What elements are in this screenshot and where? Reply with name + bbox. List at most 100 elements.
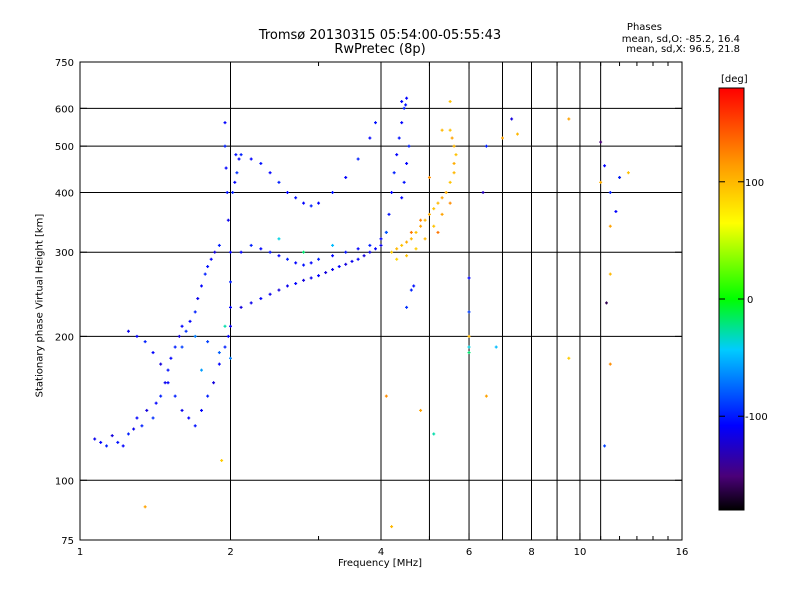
data-point (184, 329, 188, 333)
data-point (390, 250, 394, 254)
data-point (229, 324, 232, 328)
y-tick-label: 750 (55, 58, 74, 69)
data-point (135, 334, 139, 338)
data-point (390, 525, 394, 529)
data-point (603, 444, 607, 448)
data-point (159, 362, 163, 366)
data-point (444, 190, 448, 194)
data-point (249, 157, 253, 161)
data-point (436, 230, 440, 234)
x-tick-label: 1 (77, 547, 83, 558)
data-point (402, 106, 406, 110)
data-point (277, 288, 281, 292)
data-point (448, 100, 452, 104)
data-point (209, 257, 213, 261)
data-point (206, 394, 210, 398)
x-axis-label: Frequency [MHz] (337, 558, 423, 569)
data-point (344, 262, 348, 266)
data-point (450, 136, 454, 140)
data-point (200, 408, 204, 412)
data-point (331, 254, 335, 258)
colorbar-tick-label: 0 (747, 295, 753, 306)
data-point (414, 230, 418, 234)
phase-o-stats: mean, sd,O: -85.2, 16.4 (621, 34, 740, 45)
data-point (203, 272, 207, 276)
colorbar-tick-label: -100 (745, 412, 768, 423)
data-point (604, 301, 608, 305)
data-point (409, 230, 413, 234)
data-point (405, 96, 409, 100)
data-point (234, 153, 238, 157)
data-point (294, 282, 298, 286)
data-point (432, 207, 436, 211)
data-point (405, 240, 409, 244)
data-point (599, 140, 603, 144)
phase-heading: Phases (626, 22, 662, 33)
data-point (285, 257, 289, 261)
y-tick-label: 400 (55, 188, 74, 199)
data-point (467, 276, 471, 280)
data-point (317, 257, 321, 261)
data-point (145, 408, 149, 412)
data-point (448, 128, 452, 132)
data-point (510, 117, 514, 121)
data-point (105, 444, 109, 448)
x-tick-label: 4 (378, 547, 384, 558)
data-point (423, 218, 427, 222)
x-tick-label: 2 (227, 547, 233, 558)
data-point (231, 190, 235, 194)
data-point (608, 362, 612, 366)
data-point (206, 265, 210, 269)
data-point (237, 157, 241, 161)
data-point (368, 136, 372, 140)
data-point (331, 190, 335, 194)
data-point (350, 259, 354, 263)
data-point (404, 103, 408, 107)
data-point (121, 444, 125, 448)
data-point (567, 356, 571, 360)
data-point (277, 180, 281, 184)
data-point (229, 356, 232, 360)
y-tick-label: 600 (55, 104, 74, 115)
data-point (110, 434, 114, 438)
data-point (188, 319, 192, 323)
y-tick-label: 100 (55, 476, 74, 487)
data-point (331, 243, 335, 247)
axis-layer: 1 2 4 6 8 10 16 75 100 200 300 400 500 600 750 (55, 58, 688, 558)
data-point (405, 305, 409, 309)
data-point (225, 190, 229, 194)
data-point (177, 334, 181, 338)
data-point (180, 408, 184, 412)
data-point (356, 247, 360, 251)
data-point (217, 243, 221, 247)
y-tick-label: 500 (55, 142, 74, 153)
data-point (384, 394, 388, 398)
data-point (226, 334, 230, 338)
data-point (159, 394, 163, 398)
data-point (151, 351, 155, 355)
data-point (608, 272, 612, 276)
data-point (374, 121, 378, 125)
data-point (368, 243, 372, 247)
data-point (387, 212, 391, 216)
data-point (239, 250, 243, 254)
data-point (419, 218, 423, 222)
data-point (427, 212, 431, 216)
data-point (294, 196, 298, 200)
colorbar-axis-layer: 100 0 -100 (719, 178, 768, 423)
data-point (173, 394, 177, 398)
data-point (285, 190, 289, 194)
data-point (452, 144, 456, 148)
colorbar-label: [deg] (721, 74, 748, 85)
data-point (294, 261, 298, 265)
data-point (239, 305, 243, 309)
data-point (277, 237, 281, 241)
data-point (309, 276, 313, 280)
data-point (200, 368, 204, 372)
data-point (259, 297, 263, 301)
chart-subtitle: RwPretec (8p) (334, 42, 426, 57)
data-point (317, 274, 321, 278)
data-point (407, 144, 411, 148)
data-point (187, 416, 191, 420)
data-point (626, 171, 630, 175)
